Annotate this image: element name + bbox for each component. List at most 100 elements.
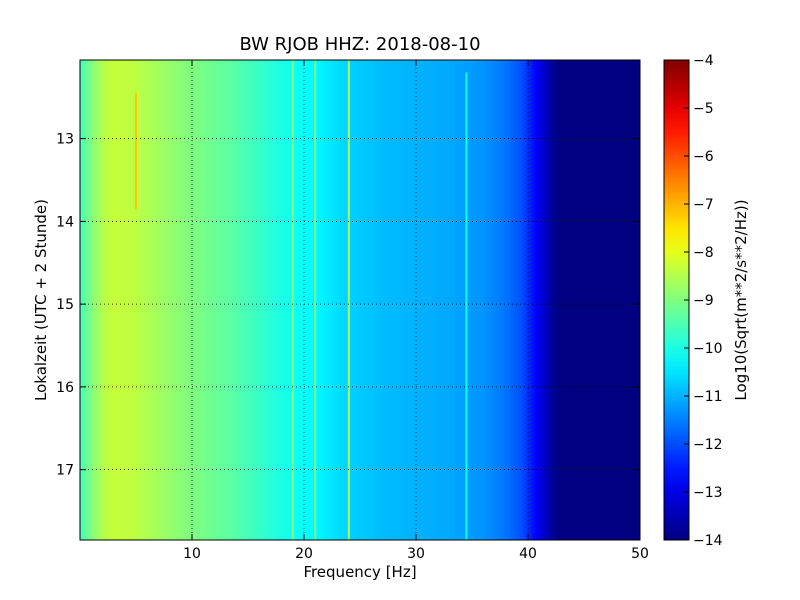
heatmap-column: [222, 60, 227, 540]
heatmap-column: [211, 60, 215, 540]
heatmap-column: [497, 60, 501, 540]
colorbar-ticks: −4 −5 −6 −7 −8 −9 −10 −11 −12 −13 −14: [684, 53, 723, 549]
heatmap-column: [483, 60, 487, 540]
heatmap-column: [421, 60, 425, 540]
heatmap-column: [273, 60, 277, 540]
heatmap-column: [298, 60, 302, 540]
heatmap-column: [116, 60, 120, 540]
heatmap-column: [365, 60, 369, 540]
heatmap-column: [270, 60, 274, 540]
heatmap-column: [253, 60, 257, 540]
heatmap-column: [119, 60, 123, 540]
heatmap-column: [234, 60, 238, 540]
heatmap-column: [539, 60, 543, 540]
heatmap-column: [556, 60, 560, 540]
heatmap-column: [127, 60, 131, 540]
heatmap-column: [278, 60, 283, 540]
heatmap-column: [326, 60, 330, 540]
x-tick-label: 40: [519, 546, 537, 562]
heatmap-column: [446, 60, 451, 540]
heatmap-column: [620, 60, 624, 540]
plot-frame: [79, 59, 641, 541]
colorbar-tick-label: −6: [693, 149, 714, 165]
heatmap-column: [432, 60, 437, 540]
heatmap-column: [122, 60, 126, 540]
heatmap-column: [362, 60, 367, 540]
heatmap-column: [287, 60, 291, 540]
heatmap-column: [281, 60, 285, 540]
heatmap-column: [340, 60, 344, 540]
heatmap-column: [458, 60, 462, 540]
heatmap-column: [236, 60, 241, 540]
spectrogram-heatmap: [80, 60, 640, 540]
heatmap-column: [242, 60, 246, 540]
heatmap-column: [136, 60, 140, 540]
y-axis-label: Lokalzeit (UTC + 2 Stunde): [32, 199, 50, 401]
heatmap-column: [178, 60, 182, 540]
heatmap-column: [505, 60, 509, 540]
heatmap-column: [371, 60, 375, 540]
heatmap-column: [231, 60, 235, 540]
heatmap-column: [558, 60, 563, 540]
heatmap-column: [318, 60, 322, 540]
heatmap-column: [410, 60, 414, 540]
heatmap-column: [183, 60, 187, 540]
heatmap-column: [550, 60, 554, 540]
heatmap-column: [295, 60, 299, 540]
heatmap-column: [85, 60, 89, 540]
heatmap-column: [113, 60, 117, 540]
heatmap-column: [609, 60, 613, 540]
heatmap-column: [424, 60, 428, 540]
heatmap-column: [348, 60, 353, 540]
heatmap-column: [306, 60, 311, 540]
heatmap-column: [533, 60, 537, 540]
heatmap-column: [256, 60, 260, 540]
heatmap-column: [600, 60, 605, 540]
heatmap-column: [220, 60, 224, 540]
heatmap-column: [332, 60, 336, 540]
heatmap-column: [158, 60, 162, 540]
heatmap-column: [88, 60, 92, 540]
heatmap-column: [334, 60, 339, 540]
heatmap-column: [323, 60, 327, 540]
heatmap-column: [152, 60, 157, 540]
heatmap-column: [444, 60, 448, 540]
heatmap-column: [147, 60, 151, 540]
heatmap-column: [631, 60, 635, 540]
heatmap-column: [472, 60, 476, 540]
heatmap-column: [343, 60, 347, 540]
heatmap-column: [239, 60, 243, 540]
heatmap-column: [206, 60, 210, 540]
heatmap-column: [536, 60, 540, 540]
colorbar-label: Log10(Sqrt(m**2/s**2/Hz)): [732, 199, 750, 400]
heatmap-column: [626, 60, 630, 540]
heatmap-column: [416, 60, 420, 540]
heatmap-column: [623, 60, 627, 540]
heatmap-column: [561, 60, 565, 540]
heatmap-column: [634, 60, 638, 540]
heatmap-column: [575, 60, 579, 540]
heatmap-column: [217, 60, 221, 540]
heatmap-column: [290, 60, 294, 540]
heatmap-column: [396, 60, 400, 540]
heatmap-column: [108, 60, 112, 540]
heatmap-column: [301, 60, 305, 540]
heatmap-column: [374, 60, 378, 540]
heatmap-column: [161, 60, 165, 540]
heatmap-column: [284, 60, 288, 540]
y-tick-label: 13: [56, 132, 74, 148]
heatmap-column: [452, 60, 456, 540]
chart-title: BW RJOB HHZ: 2018-08-10: [239, 34, 480, 55]
heatmap-column: [186, 60, 190, 540]
heatmap-column: [511, 60, 515, 540]
heatmap-column: [189, 60, 193, 540]
heatmap-column: [80, 60, 84, 540]
heatmap-column: [553, 60, 557, 540]
x-tick-label: 50: [631, 546, 649, 562]
heatmap-column: [542, 60, 546, 540]
heatmap-column: [110, 60, 115, 540]
heatmap-column: [466, 60, 470, 540]
colorbar-tick-label: −14: [693, 533, 723, 549]
heatmap-column: [488, 60, 493, 540]
heatmap-column: [567, 60, 571, 540]
